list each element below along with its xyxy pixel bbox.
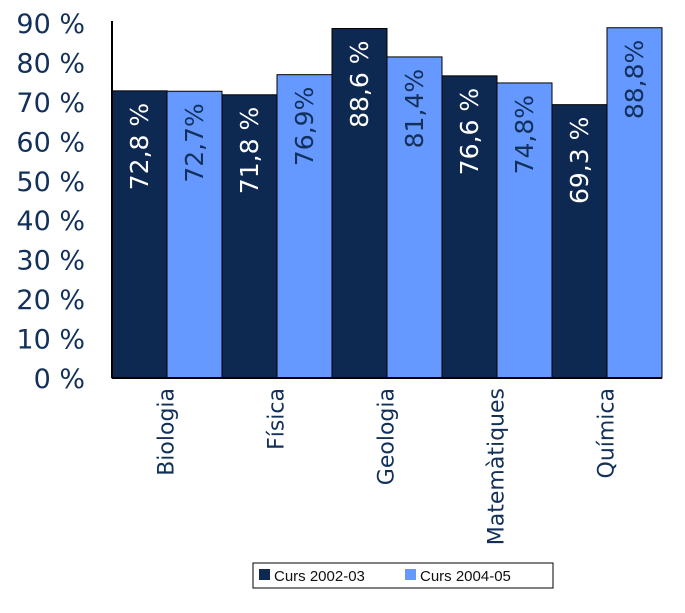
bar-quimica-curs-2004-05 bbox=[606, 27, 663, 379]
y-tick-label: 30 % bbox=[16, 246, 85, 277]
bar-biologia-curs-2002-03 bbox=[111, 90, 168, 379]
legend-swatch-curs-2002-03 bbox=[259, 569, 270, 580]
data-label: 72,7% bbox=[180, 103, 209, 182]
legend-label-curs-2004-05: Curs 2004-05 bbox=[420, 568, 511, 585]
legend-label-curs-2002-03: Curs 2002-03 bbox=[274, 568, 365, 585]
y-tick-label: 90 % bbox=[16, 9, 85, 40]
x-tick-label-quimica: Química bbox=[595, 388, 620, 479]
bars bbox=[111, 27, 663, 379]
x-axis-ticks: Biologia Física Geologia Matemàtiques Químic… bbox=[155, 388, 620, 545]
y-tick-label: 20 % bbox=[16, 285, 85, 316]
bar-fisica-curs-2002-03 bbox=[221, 94, 278, 379]
y-tick-label: 70 % bbox=[16, 88, 85, 119]
data-label: 88,8% bbox=[620, 40, 649, 119]
y-tick-label: 10 % bbox=[16, 325, 85, 356]
x-tick-label-geologia: Geologia bbox=[375, 388, 400, 485]
bar-geologia-curs-2002-03 bbox=[331, 28, 388, 379]
y-tick-label: 50 % bbox=[16, 167, 85, 198]
y-tick-label: 80 % bbox=[16, 48, 85, 79]
legend-swatch-curs-2004-05 bbox=[405, 569, 416, 580]
data-label: 71,8 % bbox=[235, 107, 264, 194]
y-tick-label: 40 % bbox=[16, 206, 85, 237]
data-label: 72,8 % bbox=[125, 103, 154, 190]
bar-geologia-curs-2004-05 bbox=[386, 56, 443, 379]
bar-matematiques-curs-2002-03 bbox=[441, 75, 498, 379]
y-axis-ticks: 0 % 10 % 20 % 30 % 40 % 50 % 60 % 70 % 80 % 90 % bbox=[16, 9, 85, 395]
data-label: 81,4% bbox=[400, 69, 429, 148]
y-tick-label: 0 % bbox=[34, 364, 85, 395]
data-label: 88,6 % bbox=[345, 41, 374, 128]
legend: Curs 2002-03 Curs 2004-05 bbox=[252, 562, 554, 589]
data-label: 76,9% bbox=[290, 87, 319, 166]
data-label: 74,8% bbox=[510, 95, 539, 174]
data-label: 76,6 % bbox=[455, 88, 484, 175]
x-tick-label-matematiques: Matemàtiques bbox=[485, 388, 510, 545]
x-tick-label-fisica: Física bbox=[265, 388, 290, 450]
x-tick-label-biologia: Biologia bbox=[155, 388, 180, 476]
bar-quimica-curs-2002-03 bbox=[551, 104, 608, 379]
bar-biologia-curs-2004-05 bbox=[166, 90, 223, 379]
data-label: 69,3 % bbox=[565, 117, 594, 204]
data-labels: 72,8 % 71,8 % 88,6 % 76,6 % 69,3 % 72,7% 76,9%… bbox=[125, 40, 649, 204]
y-tick-label: 60 % bbox=[16, 127, 85, 158]
legend-box bbox=[252, 562, 554, 589]
